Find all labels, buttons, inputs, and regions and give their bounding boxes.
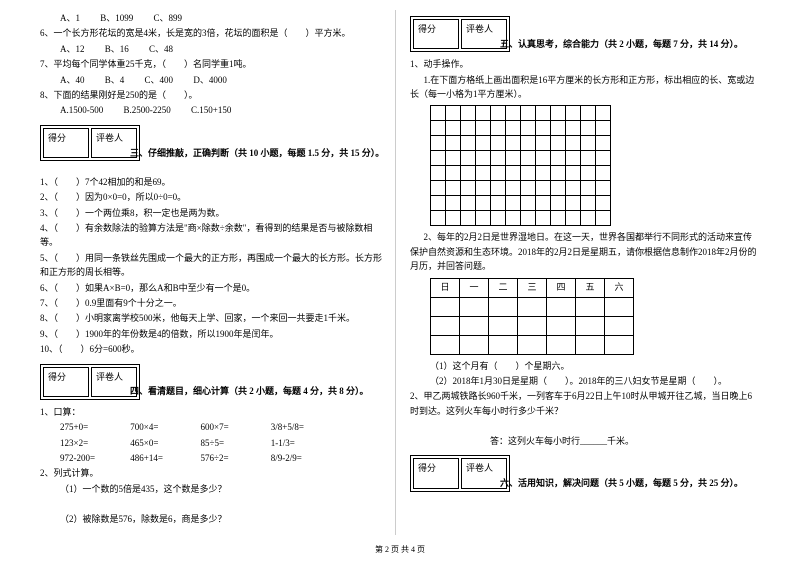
score-box: 得分 评卷人 <box>410 455 510 491</box>
judge-item: 3、（ ）一个两位乘8，积一定也是两为数。 <box>40 206 385 220</box>
opt: A、1 <box>60 13 80 23</box>
column-divider <box>395 10 396 535</box>
calc-cell: 1-1/3= <box>271 436 339 450</box>
cal-head: 六 <box>605 278 634 297</box>
calc-2: 2、列式计算。 <box>40 466 385 480</box>
cal-head: 五 <box>576 278 605 297</box>
calc-cell: 123×2= <box>60 436 128 450</box>
score-box: 得分 评卷人 <box>40 364 140 400</box>
q5-options: A、1 B、1099 C、899 <box>40 11 385 25</box>
judge-item: 10、（ ）6分=600秒。 <box>40 342 385 356</box>
q6-options: A、12 B、16 C、48 <box>40 42 385 56</box>
opt: A.1500-500 <box>60 105 103 115</box>
score-label: 得分 <box>413 458 459 488</box>
calc-cell: 486+14= <box>130 451 198 465</box>
q8-options: A.1500-500 B.2500-2250 C.150+150 <box>40 103 385 117</box>
calc-cell: 8/9-2/9= <box>271 451 339 465</box>
q6-text: 6、一个长方形花坛的宽是4米，长是宽的3倍，花坛的面积是（ ）平方米。 <box>40 26 385 40</box>
calc-row: 972-200= 486+14= 576÷2= 8/9-2/9= <box>40 451 385 465</box>
p3-answer: 答：这列火车每小时行______千米。 <box>410 434 760 448</box>
q7-text: 7、平均每个同学体重25千克，（ ）名同学重1吨。 <box>40 57 385 71</box>
opt: A、40 <box>60 75 85 85</box>
q7-options: A、40 B、4 C、400 D、4000 <box>40 73 385 87</box>
cal-head: 二 <box>489 278 518 297</box>
p2b: （2）2018年1月30日是星期（ ）。2018年的三八妇女节是星期（ ）。 <box>410 374 760 388</box>
calc-cell: 600×7= <box>201 420 269 434</box>
opt: C、48 <box>149 44 173 54</box>
calc-cell: 576÷2= <box>201 451 269 465</box>
opt: B、16 <box>105 44 129 54</box>
opt: C、899 <box>154 13 183 23</box>
p1: 1、动手操作。 <box>410 57 760 71</box>
grid-paper <box>430 105 611 226</box>
p2: 2、每年的2月2日是世界湿地日。在这一天，世界各国都举行不同形式的活动来宣传保护… <box>410 230 760 273</box>
score-box: 得分 评卷人 <box>40 125 140 161</box>
left-column: A、1 B、1099 C、899 6、一个长方形花坛的宽是4米，长是宽的3倍，花… <box>40 10 385 535</box>
opt: B.2500-2250 <box>124 105 171 115</box>
opt: B、4 <box>105 75 125 85</box>
judge-item: 9、（ ）1900年的年份数是4的倍数，所以1900年是闰年。 <box>40 327 385 341</box>
score-label: 得分 <box>43 128 89 158</box>
right-column: 得分 评卷人 五、认真思考，综合能力（共 2 小题，每题 7 分，共 14 分）… <box>410 10 760 535</box>
calendar: 日 一 二 三 四 五 六 <box>430 278 634 355</box>
calc-1: 1、口算： <box>40 405 385 419</box>
opt: C、400 <box>145 75 174 85</box>
calc-2b: （2）被除数是576，除数是6，商是多少？ <box>40 512 385 526</box>
opt: C.150+150 <box>191 105 231 115</box>
score-box: 得分 评卷人 <box>410 16 510 52</box>
calc-cell: 3/8+5/8= <box>271 420 339 434</box>
judge-item: 7、（ ）0.9里面有9个十分之一。 <box>40 296 385 310</box>
calc-cell: 85÷5= <box>201 436 269 450</box>
judge-item: 4、（ ）有余数除法的验算方法是"商×除数÷余数"，看得到的结果是否与被除数相等… <box>40 221 385 250</box>
section-5-header: 得分 评卷人 <box>410 10 760 59</box>
p3: 2、甲乙两城铁路长960千米，一列客车于6月22日上午10时从甲城开往乙城，当日… <box>410 389 760 418</box>
calc-cell: 700×4= <box>130 420 198 434</box>
judge-item: 8、（ ）小明家离学校500米，他每天上学、回家，一个来回一共要走1千米。 <box>40 311 385 325</box>
calc-row: 275+0= 700×4= 600×7= 3/8+5/8= <box>40 420 385 434</box>
cal-head: 一 <box>460 278 489 297</box>
opt: D、4000 <box>193 75 227 85</box>
p1a: 1.在下面方格纸上画出面积是16平方厘米的长方形和正方形，标出相应的长、宽或边长… <box>410 73 760 102</box>
cal-head: 三 <box>518 278 547 297</box>
calc-row: 123×2= 465×0= 85÷5= 1-1/3= <box>40 436 385 450</box>
score-label: 得分 <box>43 367 89 397</box>
calc-cell: 275+0= <box>60 420 128 434</box>
judge-item: 1、（ ）7个42相加的和是69。 <box>40 175 385 189</box>
opt: A、12 <box>60 44 85 54</box>
section-3-header: 得分 评卷人 <box>40 119 385 168</box>
calc-cell: 465×0= <box>130 436 198 450</box>
page: A、1 B、1099 C、899 6、一个长方形花坛的宽是4米，长是宽的3倍，花… <box>0 0 800 565</box>
section-4-header: 得分 评卷人 <box>40 358 385 407</box>
p2a: （1）这个月有（ ）个星期六。 <box>410 359 760 373</box>
section-6-header: 得分 评卷人 <box>410 449 760 498</box>
cal-head: 日 <box>431 278 460 297</box>
score-label: 得分 <box>413 19 459 49</box>
opt: B、1099 <box>100 13 133 23</box>
judge-item: 2、（ ）因为0×0=0，所以0÷0=0。 <box>40 190 385 204</box>
q8-text: 8、下面的结果刚好是250的是（ ）。 <box>40 88 385 102</box>
judge-item: 5、（ ）用同一条铁丝先围成一个最大的正方形，再围成一个最大的长方形。长方形和正… <box>40 251 385 280</box>
page-footer: 第 2 页 共 4 页 <box>0 544 800 557</box>
calc-cell: 972-200= <box>60 451 128 465</box>
calc-2a: （1）一个数的5倍是435，这个数是多少？ <box>40 482 385 496</box>
cal-head: 四 <box>547 278 576 297</box>
judge-item: 6、（ ）如果A×B=0，那么A和B中至少有一个是0。 <box>40 281 385 295</box>
